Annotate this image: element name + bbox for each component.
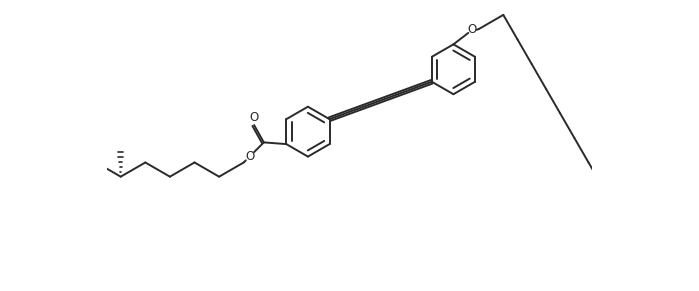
Text: O: O (245, 150, 254, 163)
Text: O: O (468, 23, 477, 36)
Text: O: O (250, 111, 259, 124)
